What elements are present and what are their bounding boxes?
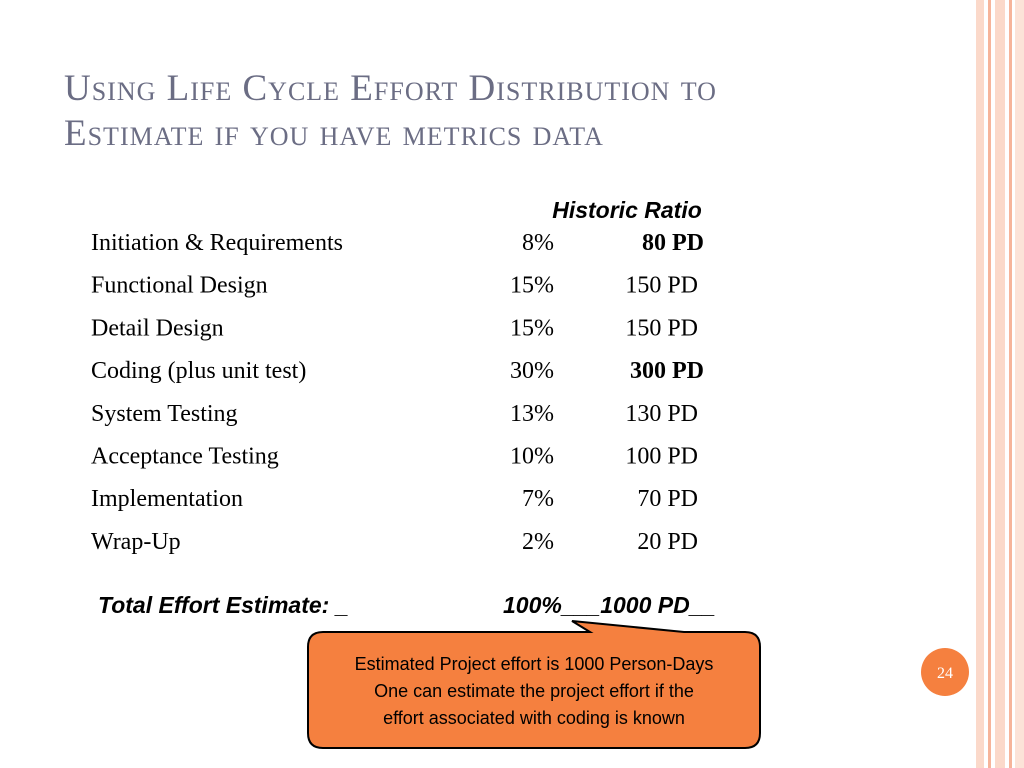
effort: 80 PD bbox=[642, 230, 704, 256]
phase: Detail Design bbox=[91, 315, 224, 341]
table: Initiation & Requirements 8% 80 PD Function… bbox=[91, 230, 704, 555]
total-value: 100%___1000 PD__ bbox=[503, 592, 715, 618]
ratio: 7% bbox=[522, 486, 554, 512]
effort: 20 PD bbox=[637, 529, 698, 555]
phase: Implementation bbox=[91, 486, 243, 512]
effort: 70 PD bbox=[637, 486, 698, 512]
effort: 150 PD bbox=[625, 273, 698, 299]
callout-line: Estimated Project effort is 1000 Person-… bbox=[355, 654, 714, 674]
effort: 150 PD bbox=[625, 315, 698, 341]
callout-text: Estimated Project effort is 1000 Person-… bbox=[355, 654, 714, 728]
callout-line: effort associated with coding is known bbox=[383, 708, 685, 728]
side-stripes bbox=[976, 0, 1024, 768]
ratio: 30% bbox=[510, 358, 554, 384]
ratio: 15% bbox=[510, 315, 554, 341]
effort: 130 PD bbox=[625, 401, 698, 427]
effort: 300 PD bbox=[630, 358, 704, 384]
phase: Initiation & Requirements bbox=[91, 230, 343, 256]
ratio: 2% bbox=[522, 529, 554, 555]
phase: Functional Design bbox=[91, 273, 268, 299]
phase: Wrap-Up bbox=[91, 529, 181, 555]
callout-line: One can estimate the project effort if t… bbox=[374, 681, 694, 701]
effort: 100 PD bbox=[625, 444, 698, 470]
phase: Coding (plus unit test) bbox=[91, 358, 306, 384]
phase: Acceptance Testing bbox=[91, 444, 279, 470]
ratio: 8% bbox=[522, 230, 554, 256]
ratio: 13% bbox=[510, 401, 554, 427]
ratio: 15% bbox=[510, 273, 554, 299]
page-number-badge bbox=[921, 648, 969, 696]
ratio: 10% bbox=[510, 444, 554, 470]
total-label: Total Effort Estimate: _ bbox=[98, 592, 348, 618]
column-header: Historic Ratio bbox=[552, 197, 702, 223]
title: Using Life Cycle Effort Distribution toE… bbox=[64, 68, 717, 154]
title-line: Using Life Cycle Effort Distribution to bbox=[64, 68, 717, 109]
page-number: 24 bbox=[937, 665, 953, 682]
callout-box bbox=[307, 620, 761, 749]
title-line: Estimate if you have metrics data bbox=[64, 113, 604, 154]
phase: System Testing bbox=[91, 401, 238, 427]
